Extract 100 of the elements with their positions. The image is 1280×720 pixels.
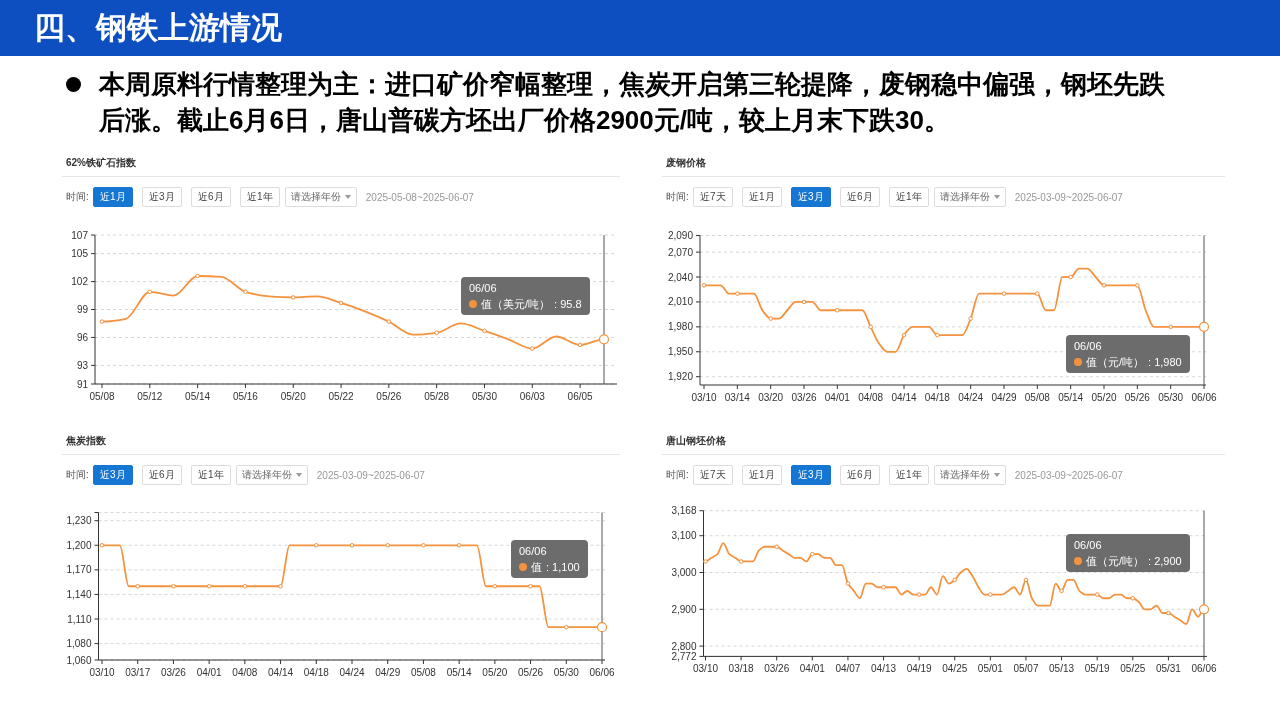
x-tick-label: 04/14 — [268, 666, 294, 678]
y-tick-label: 105 — [71, 248, 89, 260]
y-tick-label: 1,980 — [667, 321, 694, 333]
text: 近1年 — [190, 465, 231, 485]
x-tick-label: 04/29 — [991, 391, 1017, 403]
chart-title: 唐山钢坯价格 — [666, 434, 726, 448]
x-tick-label: 03/18 — [728, 662, 755, 674]
y-tick-label: 99 — [76, 304, 89, 315]
text: 近1月 — [741, 465, 782, 485]
x-tick-label: 05/14 — [1058, 391, 1084, 403]
x-tick-label: 05/01 — [977, 662, 1004, 674]
x-tick-label: 05/31 — [1155, 662, 1182, 674]
text: 时间: — [66, 468, 89, 482]
x-tick-label: 04/24 — [339, 666, 365, 678]
text: 近6月 — [839, 187, 880, 207]
x-tick-label: 04/18 — [924, 391, 951, 403]
legend-label: 值（元/吨） — [1086, 553, 1145, 569]
x-tick-label: 06/06 — [589, 666, 615, 678]
x-tick-label: 04/29 — [375, 666, 401, 678]
x-tick-label: 03/10 — [89, 666, 115, 678]
text: 近1年 — [239, 187, 280, 207]
chart-title: 废钢价格 — [666, 156, 706, 170]
x-tick-label: 06/06 — [1191, 662, 1217, 674]
text: 本周原料行情整理为主：进口矿价窄幅整理，焦炭开启第三轮提降，废钢稳中偏强，钢坯先跌后涨。截止6月6日，唐山普碳方坯出厂价格2900元/吨，较上月末下跌30。 — [99, 68, 1166, 137]
y-tick-label: 1,200 — [66, 539, 92, 551]
text: 时间: — [666, 190, 689, 204]
x-tick-label: 03/20 — [758, 391, 784, 403]
x-tick-label: 04/08 — [232, 666, 258, 678]
y-tick-label: 3,000 — [671, 567, 697, 579]
x-tick-label: 05/08 — [89, 390, 115, 402]
x-tick-label: 05/20 — [482, 666, 508, 678]
x-tick-label: 05/16 — [232, 390, 259, 402]
x-tick-label: 04/08 — [858, 391, 884, 403]
x-tick-label: 05/12 — [137, 390, 163, 402]
x-tick-label: 05/14 — [446, 666, 473, 678]
x-tick-label: 05/28 — [424, 390, 450, 402]
x-tick-label: 05/20 — [1091, 391, 1117, 403]
x-tick-label: 05/20 — [280, 390, 307, 402]
x-tick-label: 05/30 — [553, 666, 580, 678]
chart-subtitle: 2025-03-09~2025-06-07 — [1014, 191, 1123, 203]
y-tick-label: 2,772 — [671, 650, 697, 662]
y-tick-label: 3,100 — [671, 530, 697, 542]
y-tick-label: 1,110 — [67, 613, 92, 625]
chart-subtitle: 2025-03-09~2025-06-07 — [1014, 469, 1123, 481]
y-tick-label: 1,140 — [66, 588, 92, 600]
x-tick-label: 03/14 — [724, 391, 751, 403]
chart-title: 62%铁矿石指数 — [66, 156, 137, 170]
y-tick-label: 1,950 — [667, 346, 694, 358]
x-tick-label: 05/22 — [328, 390, 354, 402]
x-tick-label: 04/01 — [799, 662, 826, 674]
y-tick-label: 91 — [76, 378, 89, 390]
x-tick-label: 03/17 — [125, 666, 151, 678]
text: 请选择年份 — [939, 190, 990, 204]
x-tick-label: 05/14 — [185, 390, 211, 402]
text: 近7天 — [692, 187, 733, 207]
x-tick-label: 05/26 — [376, 390, 402, 402]
text: 请选择年份 — [939, 468, 990, 482]
x-tick-label: 03/26 — [764, 662, 790, 674]
y-tick-label: 1,170 — [66, 564, 92, 576]
legend-label: 值（元/吨） — [1086, 354, 1145, 370]
x-tick-label: 05/13 — [1049, 662, 1075, 674]
x-tick-label: 05/08 — [1024, 391, 1051, 403]
text: 请选择年份 — [241, 468, 292, 482]
y-tick-label: 1,920 — [667, 371, 694, 383]
text: 近3月 — [92, 465, 133, 485]
x-tick-label: 06/05 — [567, 390, 594, 402]
annotation: : 2,900 — [1148, 553, 1182, 569]
y-tick-label: 2,040 — [667, 271, 694, 283]
y-tick-label: 2,010 — [667, 296, 694, 308]
text: 近6月 — [190, 187, 231, 207]
text: 近1年 — [888, 465, 929, 485]
x-tick-label: 05/30 — [471, 390, 498, 402]
x-tick-label: 04/18 — [303, 666, 330, 678]
y-tick-label: 107 — [71, 229, 89, 241]
x-tick-label: 05/26 — [518, 666, 544, 678]
text: 近7天 — [692, 465, 733, 485]
x-tick-label: 04/13 — [871, 662, 897, 674]
text: 近6月 — [839, 465, 880, 485]
annotation: 06/06 — [1074, 537, 1103, 553]
x-tick-label: 05/07 — [1013, 662, 1039, 674]
text: 近3月 — [790, 187, 831, 207]
y-tick-label: 93 — [76, 359, 89, 371]
legend-label: 值 — [531, 560, 542, 576]
text: 近3月 — [141, 187, 182, 207]
annotation: 06/06 — [469, 281, 498, 297]
y-tick-label: 102 — [71, 276, 89, 288]
y-tick-label: 3,168 — [671, 505, 697, 517]
x-tick-label: 04/19 — [906, 662, 933, 674]
text: 时间: — [66, 190, 89, 204]
annotation: 06/06 — [519, 544, 548, 560]
text: 近3月 — [790, 465, 831, 485]
x-tick-label: 03/10 — [692, 662, 719, 674]
y-tick-label: 1,060 — [66, 654, 92, 666]
x-tick-label: 03/10 — [691, 391, 717, 403]
chart-title: 焦炭指数 — [66, 434, 106, 448]
annotation: : 95.8 — [554, 297, 582, 313]
text: 近1月 — [741, 187, 782, 207]
y-tick-label: 2,090 — [667, 230, 694, 241]
y-tick-label: 1,080 — [66, 638, 92, 650]
x-tick-label: 05/19 — [1084, 662, 1111, 674]
